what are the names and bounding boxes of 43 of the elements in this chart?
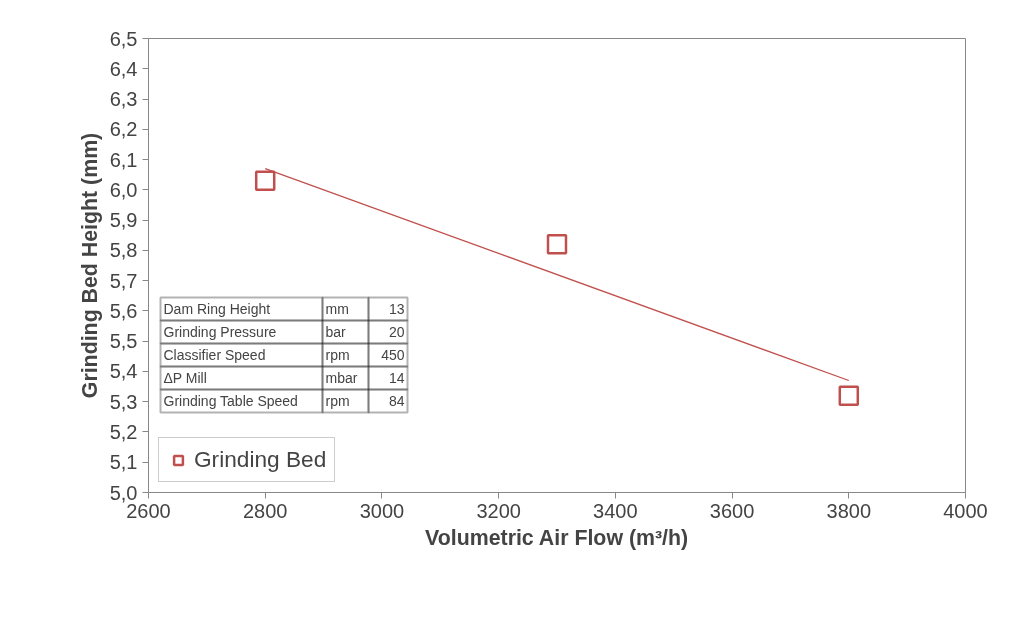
y-tick-label: 5,2 — [109, 420, 138, 443]
annotation: 14 — [388, 370, 405, 386]
annotation: Grinding Table Speed — [163, 393, 298, 409]
y-tick-label: 5,6 — [109, 299, 138, 322]
x-axis-title: Volumetric Air Flow (m³/h) — [425, 525, 689, 550]
legend-label: Grinding Bed — [194, 446, 327, 473]
annotation: 84 — [388, 393, 405, 409]
y-tick-label: 5,1 — [109, 451, 138, 474]
y-tick-label: 6,2 — [109, 118, 138, 141]
annotation: 450 — [381, 347, 405, 363]
y-tick-label: 5,5 — [109, 330, 138, 353]
y-tick-label: 5,7 — [109, 269, 138, 292]
y-tick-label: 6,1 — [109, 148, 138, 171]
annotation: 13 — [388, 301, 405, 317]
y-tick-label: 6,4 — [109, 57, 138, 80]
y-axis-title: Grinding Bed Height (mm) — [77, 132, 102, 399]
annotation: Grinding Pressure — [163, 324, 277, 340]
y-tick-label: 5,9 — [109, 209, 138, 232]
annotation: mm — [325, 301, 349, 317]
annotation: rpm — [325, 393, 350, 409]
annotation: Classifier Speed — [163, 347, 266, 363]
x-tick-label: 4000 — [943, 499, 988, 522]
x-tick-label: 3800 — [826, 499, 872, 522]
y-tick-label: 5,8 — [109, 239, 138, 262]
y-tick-label: 6,0 — [109, 178, 138, 201]
x-tick-label: 2800 — [242, 499, 288, 522]
point — [838, 385, 860, 406]
annotation: bar — [325, 324, 347, 340]
annotation: ΔP Mill — [163, 370, 207, 386]
y-tick-label: 6,5 — [109, 27, 138, 50]
x-tick-label: 3200 — [476, 499, 521, 522]
y-tick-label: 5,3 — [109, 390, 138, 413]
x-tick-label: 3400 — [593, 499, 638, 522]
y-tick-label: 6,3 — [109, 88, 138, 111]
annotation: mbar — [325, 370, 358, 386]
x-tick-label: 3000 — [359, 499, 405, 522]
y-tick-label: 5,4 — [109, 360, 138, 383]
point — [254, 170, 276, 191]
x-tick-label: 3600 — [709, 499, 755, 522]
point — [546, 234, 568, 255]
annotation: Dam Ring Height — [163, 301, 271, 317]
annotation: 20 — [388, 324, 405, 340]
annotation: rpm — [325, 347, 350, 363]
